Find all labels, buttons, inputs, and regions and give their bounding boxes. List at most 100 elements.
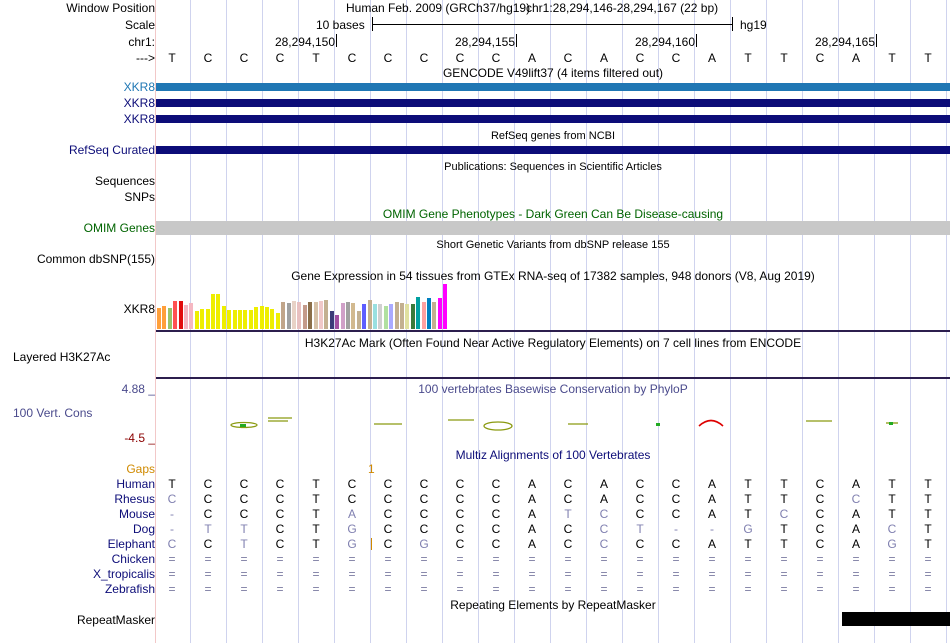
species-label[interactable]: Chicken xyxy=(111,552,155,566)
gtex-tissue-bar[interactable] xyxy=(265,307,269,329)
species-label[interactable]: Mouse xyxy=(118,507,155,521)
species-label[interactable]: Zebrafish xyxy=(104,582,155,596)
alignment-base: C xyxy=(419,492,429,506)
gtex-tissue-bar[interactable] xyxy=(270,309,275,329)
gtex-tissue-bar[interactable] xyxy=(335,315,340,329)
alignment-base: = xyxy=(744,567,752,581)
gtex-tissue-bar[interactable] xyxy=(184,305,188,329)
gtex-tissue-bar[interactable] xyxy=(319,301,323,329)
gtex-tissue-bar[interactable] xyxy=(275,313,280,329)
dbsnp-track-label[interactable]: Common dbSNP(155) xyxy=(36,252,155,266)
gtex-tissue-bar[interactable] xyxy=(400,303,404,329)
gtex-tissue-bar[interactable] xyxy=(248,310,253,329)
gtex-tissue-bar[interactable] xyxy=(302,305,307,329)
alignment-base: C xyxy=(851,492,861,506)
sequences-track-label[interactable]: Sequences xyxy=(94,174,155,188)
conservation-track-label[interactable]: 100 Vert. Cons xyxy=(13,406,93,420)
gtex-tissue-bar[interactable] xyxy=(308,302,313,329)
alignment-base: T xyxy=(312,477,320,491)
gtex-tissue-bar[interactable] xyxy=(259,306,264,329)
gtex-tissue-bar[interactable] xyxy=(178,301,183,329)
gtex-tissue-bar[interactable] xyxy=(437,298,442,329)
gtex-tissue-bar[interactable] xyxy=(432,302,437,329)
gtex-tissue-bar[interactable] xyxy=(200,309,205,329)
gtex-tissue-bar[interactable] xyxy=(329,311,334,329)
alignment-base: = xyxy=(816,552,824,566)
alignment-base: G xyxy=(347,537,357,551)
gtex-tissue-bar[interactable] xyxy=(211,294,215,329)
gtex-tissue-bar[interactable] xyxy=(443,284,448,329)
alignment-base: C xyxy=(167,537,177,551)
gtex-tissue-bar[interactable] xyxy=(173,301,178,329)
species-label[interactable]: Rhesus xyxy=(114,492,155,506)
gtex-tissue-bar[interactable] xyxy=(340,303,345,329)
gtex-tissue-bar[interactable] xyxy=(297,302,302,329)
gtex-tissue-bar[interactable] xyxy=(324,300,329,329)
gtex-tissue-bar[interactable] xyxy=(189,303,194,329)
gtex-tissue-bar[interactable] xyxy=(232,310,237,329)
gtex-tissue-bar[interactable] xyxy=(157,308,161,329)
gtex-tissue-bar[interactable] xyxy=(421,302,426,329)
gencode-item-label[interactable]: XKR8 xyxy=(123,112,155,126)
gtex-tissue-bar[interactable] xyxy=(227,310,232,329)
gtex-tissue-bar[interactable] xyxy=(416,297,421,329)
gtex-tissue-bar[interactable] xyxy=(362,304,367,329)
gtex-tissue-bar[interactable] xyxy=(292,301,296,329)
track-image-area[interactable]: Human Feb. 2009 (GRCh37/hg19) chr1:28,29… xyxy=(156,0,950,643)
gtex-tissue-bar[interactable] xyxy=(427,298,431,329)
gtex-tissue-bar[interactable] xyxy=(162,306,167,329)
coordinate-tick-label: 28,294,150 xyxy=(274,35,335,49)
gencode-transcript-bar[interactable] xyxy=(156,99,950,107)
gaps-track-label[interactable]: Gaps xyxy=(126,462,155,476)
species-label[interactable]: Elephant xyxy=(107,537,155,551)
reference-base: A xyxy=(527,51,536,65)
repeat-element-bar[interactable] xyxy=(842,612,950,626)
gtex-tissue-bar[interactable] xyxy=(410,304,415,329)
snps-track-label[interactable]: SNPs xyxy=(124,190,155,204)
gtex-tissue-bar[interactable] xyxy=(281,302,286,329)
alignment-base: T xyxy=(888,492,896,506)
gtex-tissue-bar[interactable] xyxy=(221,306,226,329)
refseq-track-label[interactable]: RefSeq Curated xyxy=(68,143,155,157)
gtex-tissue-bar[interactable] xyxy=(356,311,361,329)
alignment-base: - xyxy=(674,522,678,536)
gtex-tissue-bar[interactable] xyxy=(389,304,394,329)
gencode-item-label[interactable]: XKR8 xyxy=(123,80,155,94)
gtex-tissue-bar[interactable] xyxy=(313,302,318,329)
gtex-tissue-bar[interactable] xyxy=(373,304,377,329)
gtex-track-label[interactable]: XKR8 xyxy=(123,302,155,316)
gencode-transcript-bar[interactable] xyxy=(156,83,950,91)
omim-gene-bar[interactable] xyxy=(156,221,950,235)
gtex-tissue-bar[interactable] xyxy=(367,300,372,329)
alignment-base: C xyxy=(275,477,285,491)
gtex-tissue-bar[interactable] xyxy=(405,304,410,329)
gtex-tissue-bar[interactable] xyxy=(286,303,291,329)
gtex-tissue-bar[interactable] xyxy=(167,308,172,329)
gtex-tissue-bar[interactable] xyxy=(351,303,356,329)
omim-track-label[interactable]: OMIM Genes xyxy=(83,221,155,235)
gtex-tissue-bar[interactable] xyxy=(238,310,242,329)
gtex-tissue-bar[interactable] xyxy=(383,306,388,329)
h3k27ac-track-label[interactable]: Layered H3K27Ac xyxy=(13,350,111,364)
species-label[interactable]: Human xyxy=(116,477,155,491)
gtex-tissue-bar[interactable] xyxy=(216,294,221,329)
gencode-transcript-bar[interactable] xyxy=(156,115,950,123)
alignment-base: C xyxy=(599,537,609,551)
gtex-tissue-bar[interactable] xyxy=(394,302,399,329)
alignment-base: = xyxy=(276,567,284,581)
species-label[interactable]: X_tropicalis xyxy=(92,567,155,581)
gtex-expression-bars[interactable] xyxy=(156,284,536,329)
alignment-base: C xyxy=(275,507,285,521)
alignment-base: A xyxy=(527,492,536,506)
refseq-gene-bar[interactable] xyxy=(156,146,950,154)
reference-base: C xyxy=(239,51,249,65)
gtex-tissue-bar[interactable] xyxy=(254,307,259,329)
gencode-item-label[interactable]: XKR8 xyxy=(123,96,155,110)
gtex-tissue-bar[interactable] xyxy=(243,310,248,329)
gtex-tissue-bar[interactable] xyxy=(194,311,199,329)
repeatmasker-track-label[interactable]: RepeatMasker xyxy=(76,613,155,627)
species-label[interactable]: Dog xyxy=(132,522,155,536)
gtex-tissue-bar[interactable] xyxy=(346,302,350,329)
gtex-tissue-bar[interactable] xyxy=(378,304,383,329)
gtex-tissue-bar[interactable] xyxy=(205,309,210,329)
